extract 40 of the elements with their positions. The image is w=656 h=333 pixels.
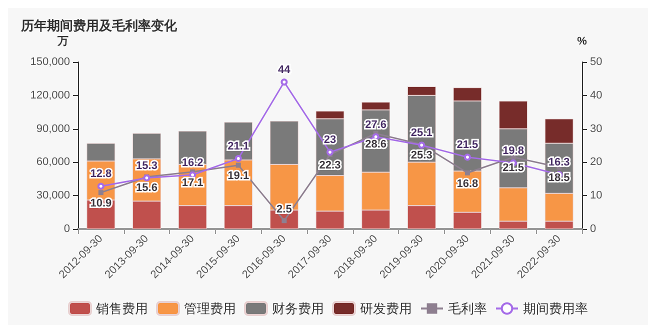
chart-title: 历年期间费用及毛利率变化 — [20, 18, 178, 33]
data-label: 25.3 — [410, 150, 432, 162]
y-axis-title: 万 — [56, 36, 68, 48]
data-label: 21.5 — [502, 162, 524, 174]
data-label: 12.8 — [90, 168, 112, 180]
y-tick-label: 90,000 — [36, 122, 70, 135]
legend-label: 财务费用 — [272, 301, 324, 316]
data-label: 19.1 — [228, 170, 250, 182]
y-tick-label: 60,000 — [36, 156, 70, 168]
data-label: 15.3 — [136, 160, 158, 172]
data-label: 25.1 — [410, 127, 432, 140]
data-label: 28.6 — [365, 138, 387, 150]
y-tick-label: 0 — [64, 223, 70, 235]
y2-tick-label: 30 — [590, 122, 602, 135]
data-label: 27.6 — [365, 118, 387, 131]
y-tick-label: 30,000 — [36, 190, 70, 202]
data-label: 16.8 — [456, 178, 478, 190]
y2-axis-title: % — [577, 36, 588, 48]
data-label: 22.3 — [319, 160, 341, 172]
data-label: 44 — [278, 64, 292, 76]
data-label: 10.9 — [90, 198, 112, 210]
data-label: 19.8 — [502, 144, 524, 157]
y2-tick-label: 40 — [590, 89, 602, 102]
data-label: 18.5 — [548, 172, 570, 184]
legend-label: 研发费用 — [360, 301, 412, 316]
y-tick-label: 120,000 — [30, 89, 70, 102]
data-label: 16.3 — [548, 156, 570, 169]
legend-label: 管理费用 — [184, 301, 236, 316]
y2-tick-label: 20 — [590, 156, 602, 168]
y2-tick-label: 0 — [590, 223, 596, 235]
y2-tick-label: 50 — [590, 56, 602, 68]
legend-label: 销售费用 — [95, 301, 148, 316]
legend-label: 毛利率 — [448, 301, 487, 316]
data-label: 17.1 — [182, 176, 204, 189]
y2-tick-label: 10 — [590, 190, 602, 202]
y-tick-label: 150,000 — [30, 56, 70, 68]
data-label: 23 — [324, 134, 336, 146]
legend-label: 期间费用率 — [523, 301, 588, 316]
data-label: 15.6 — [136, 182, 158, 194]
data-label: 21.5 — [456, 139, 478, 152]
